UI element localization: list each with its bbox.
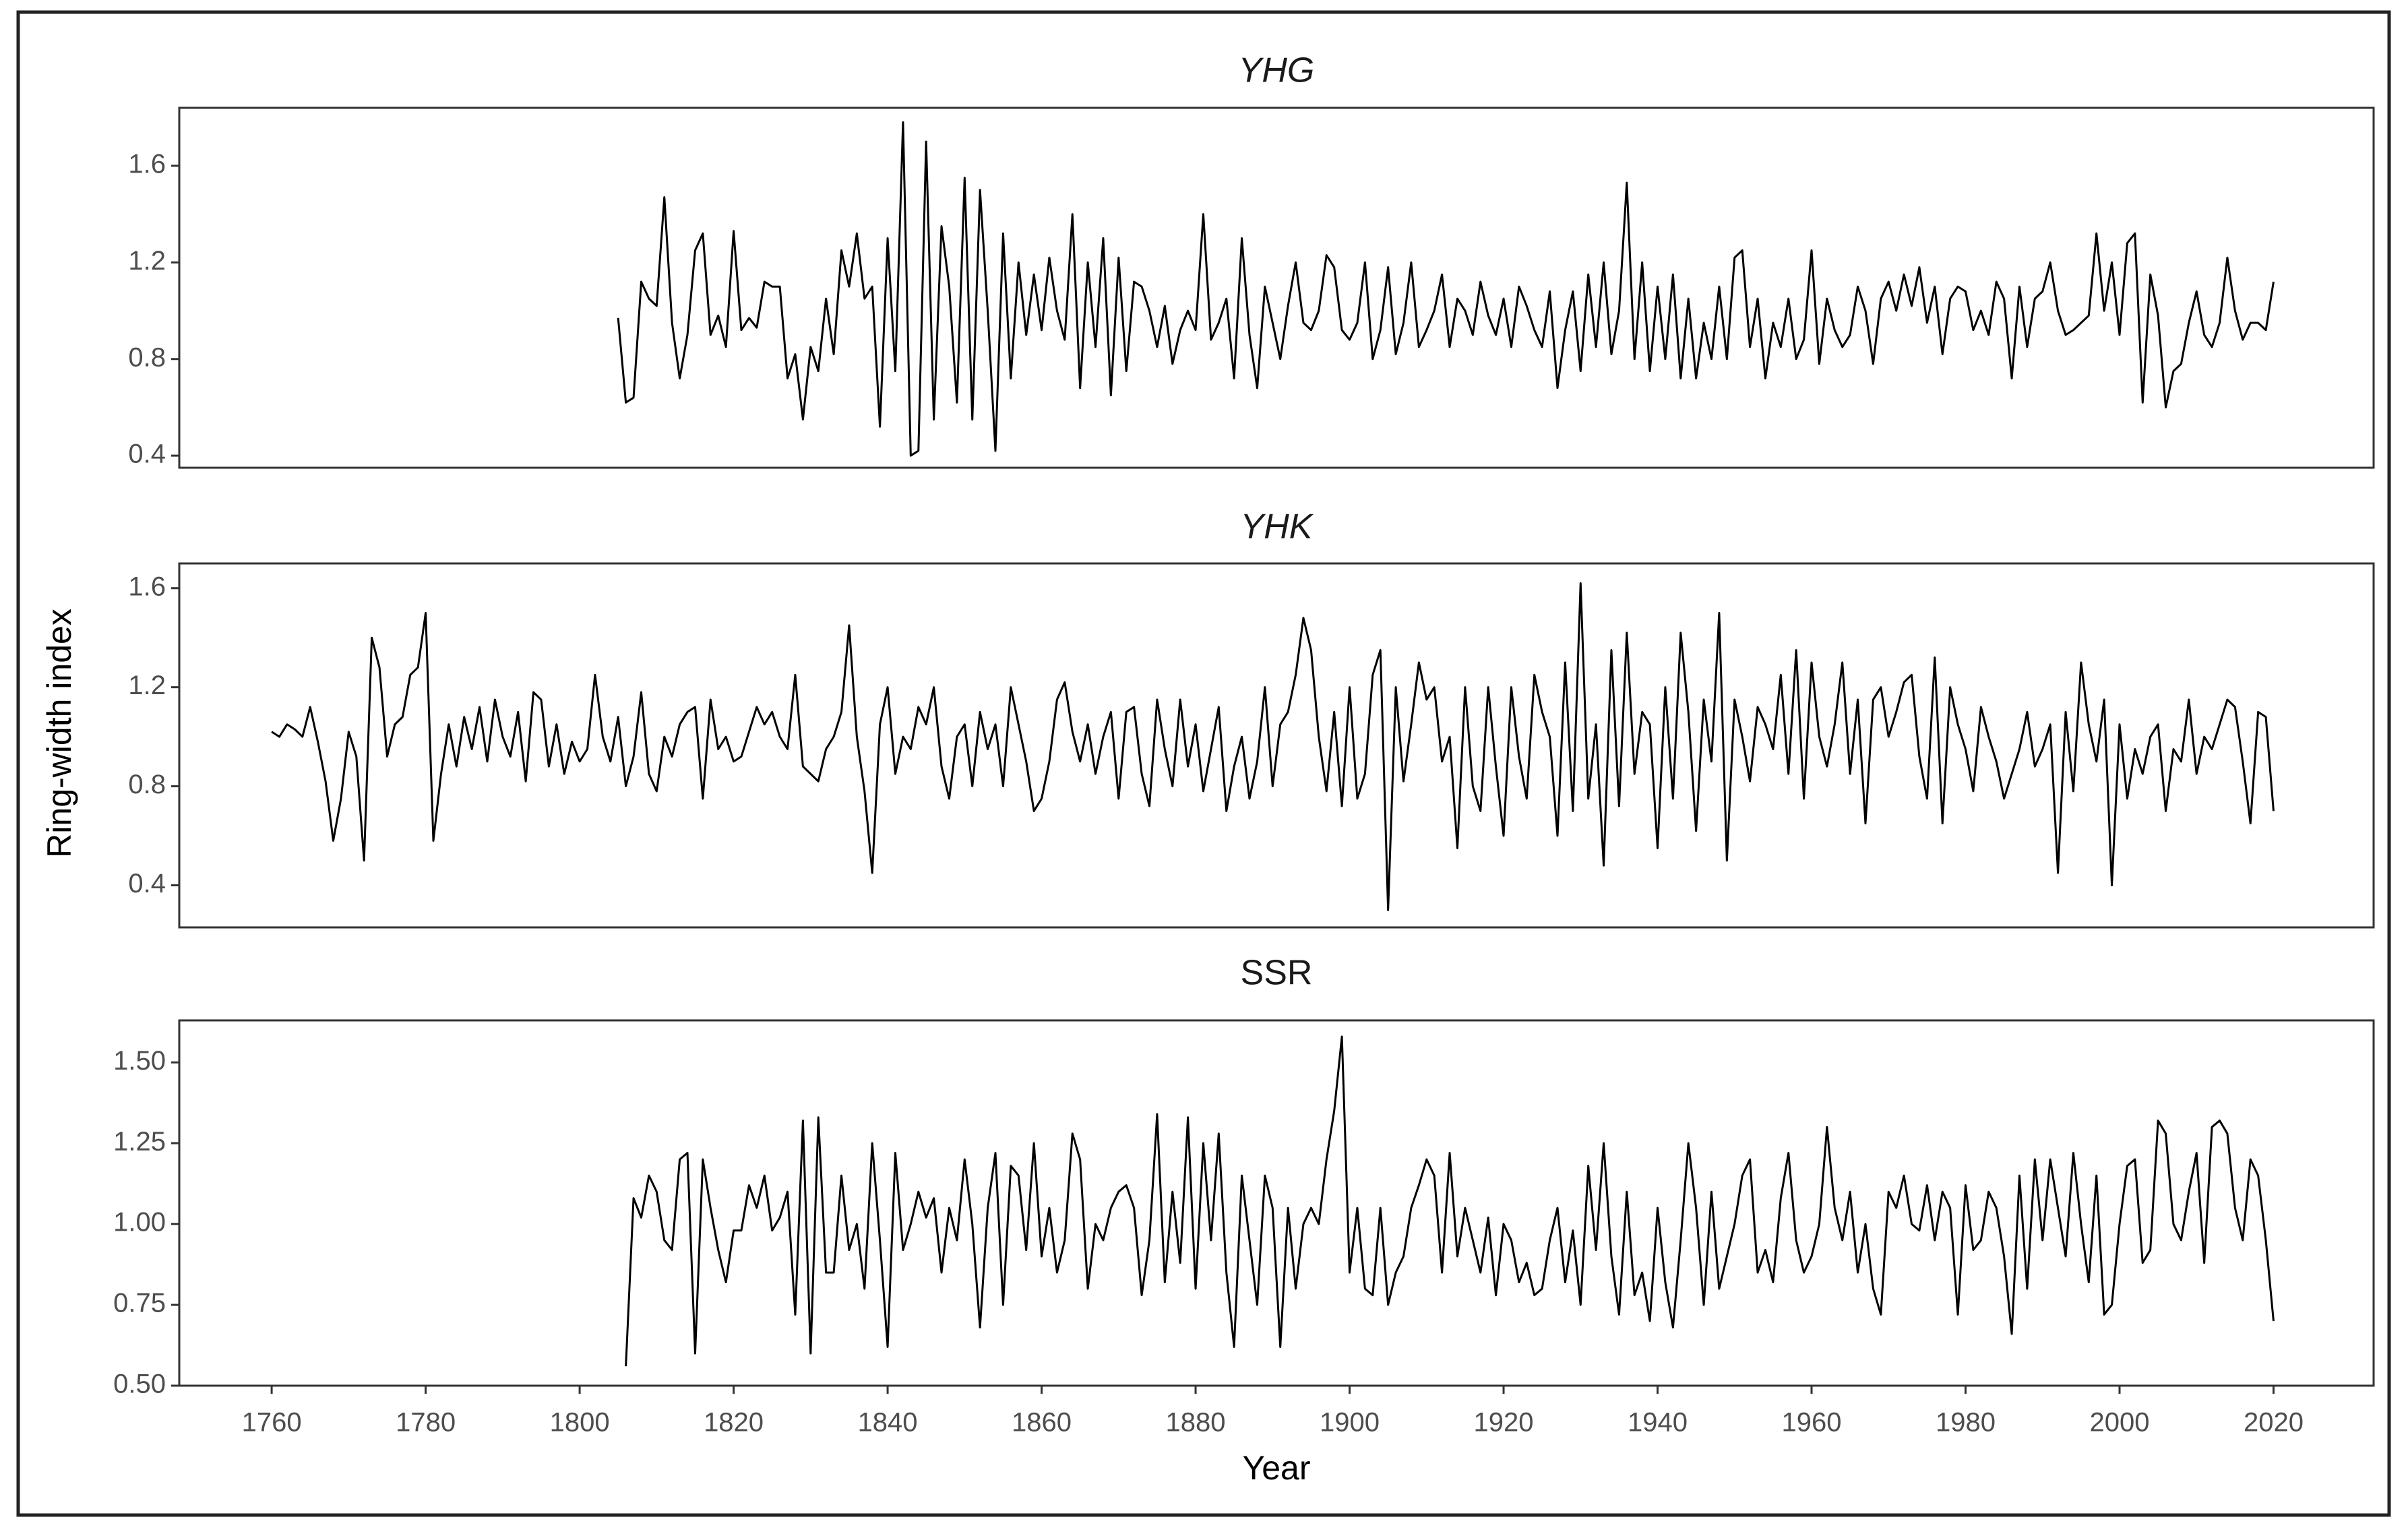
x-tick-label: 1760 xyxy=(242,1408,302,1438)
panel-title: YHK xyxy=(1241,507,1314,547)
y-axis-label: Ring-width index xyxy=(40,609,78,858)
x-tick-label: 1840 xyxy=(858,1408,918,1438)
x-tick-label: 2000 xyxy=(2089,1408,2149,1438)
x-tick-label: 1940 xyxy=(1628,1408,1688,1438)
x-tick-label: 2020 xyxy=(2244,1408,2304,1438)
x-tick-label: 1980 xyxy=(1936,1408,1996,1438)
data-line xyxy=(271,582,2275,911)
x-tick-label: 1960 xyxy=(1782,1408,1842,1438)
y-tick-label: 1.2 xyxy=(128,671,166,700)
y-tick-label: 0.8 xyxy=(128,342,166,372)
y-tick-label: 0.75 xyxy=(113,1289,166,1318)
x-tick-label: 1820 xyxy=(704,1408,764,1438)
panel-title: YHG xyxy=(1239,51,1315,90)
y-tick-label: 1.6 xyxy=(128,572,166,601)
y-tick-label: 0.4 xyxy=(128,439,166,469)
y-tick-label: 0.8 xyxy=(128,770,166,799)
data-line xyxy=(617,121,2275,457)
y-tick-label: 1.25 xyxy=(113,1127,166,1157)
y-tick-label: 1.00 xyxy=(113,1208,166,1237)
x-tick-label: 1780 xyxy=(396,1408,456,1438)
x-tick-label: 1880 xyxy=(1166,1408,1226,1438)
y-tick-label: 1.6 xyxy=(128,150,166,179)
y-tick-label: 0.4 xyxy=(128,869,166,898)
y-tick-label: 0.50 xyxy=(113,1370,166,1399)
figure-frame xyxy=(16,10,2391,1517)
panel-frame xyxy=(178,1019,2375,1387)
panel-frame xyxy=(178,562,2375,929)
x-tick-label: 1900 xyxy=(1320,1408,1380,1438)
y-tick-label: 1.2 xyxy=(128,246,166,276)
x-tick-label: 1800 xyxy=(550,1408,610,1438)
x-tick-label: 1860 xyxy=(1012,1408,1072,1438)
panel-frame xyxy=(178,106,2375,469)
x-tick-label: 1920 xyxy=(1474,1408,1534,1438)
x-axis-label: Year xyxy=(1242,1449,1310,1487)
data-line xyxy=(625,1035,2275,1367)
panel-title: SSR xyxy=(1241,954,1313,993)
y-tick-label: 1.50 xyxy=(113,1046,166,1076)
